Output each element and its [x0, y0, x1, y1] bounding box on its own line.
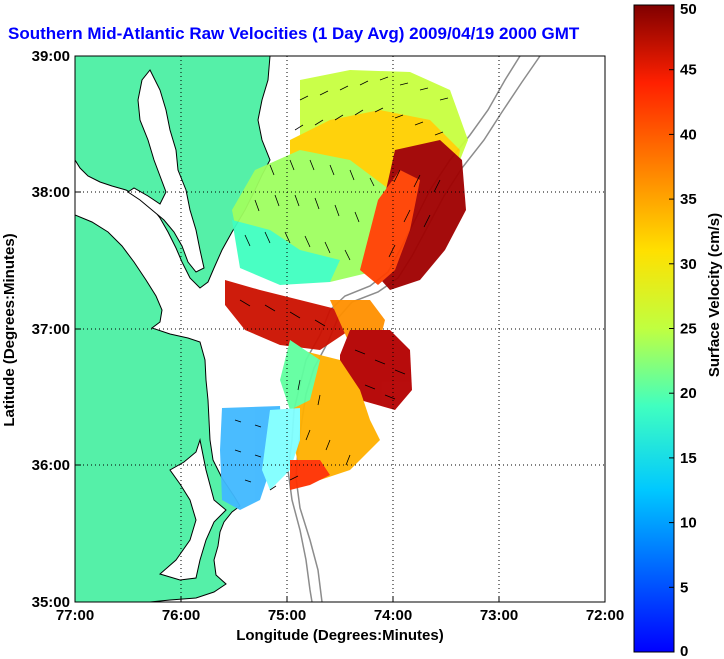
colorbar — [633, 4, 675, 653]
velocity-vectors — [234, 76, 449, 491]
x-tick-label: 72:00 — [586, 607, 624, 624]
colorbar-tick-label: 35 — [680, 191, 697, 208]
colorbar-tick-label: 45 — [680, 62, 697, 79]
chesapeake-bay — [127, 69, 205, 273]
velocity-field — [220, 70, 468, 510]
colorbar-tick-label: 50 — [680, 1, 697, 18]
y-tick-marks — [75, 55, 81, 603]
x-tick-marks — [74, 596, 606, 602]
y-tick-label: 36:00 — [32, 457, 70, 474]
pamlico-sound — [158, 438, 227, 581]
colorbar-label: Surface Velocity (cm/s) — [706, 213, 723, 377]
colorbar-tick-label: 10 — [680, 515, 697, 532]
x-tick-label: 76:00 — [162, 607, 200, 624]
x-tick-label: 73:00 — [480, 607, 518, 624]
x-axis-label: Longitude (Degrees:Minutes) — [236, 627, 444, 644]
colorbar-tick-label: 30 — [680, 256, 697, 273]
colorbar-tick-label: 5 — [680, 579, 688, 596]
grid — [75, 56, 605, 602]
x-tick-label: 74:00 — [374, 607, 412, 624]
x-tick-label: 77:00 — [56, 607, 94, 624]
page-title: Southern Mid-Atlantic Raw Velocities (1 … — [8, 24, 580, 43]
y-axis-label: Latitude (Degrees:Minutes) — [1, 233, 18, 426]
y-tick-label: 37:00 — [32, 321, 70, 338]
y-tick-label: 39:00 — [32, 48, 70, 65]
colorbar-tick-label: 25 — [680, 321, 697, 338]
colorbar-tick-label: 15 — [680, 450, 697, 467]
x-tick-label: 75:00 — [268, 607, 306, 624]
colorbar-tick-label: 20 — [680, 385, 697, 402]
colorbar-tick-label: 40 — [680, 126, 697, 143]
y-tick-label: 38:00 — [32, 184, 70, 201]
y-tick-label: 35:00 — [32, 594, 70, 611]
colorbar-tick-label: 0 — [680, 643, 688, 659]
